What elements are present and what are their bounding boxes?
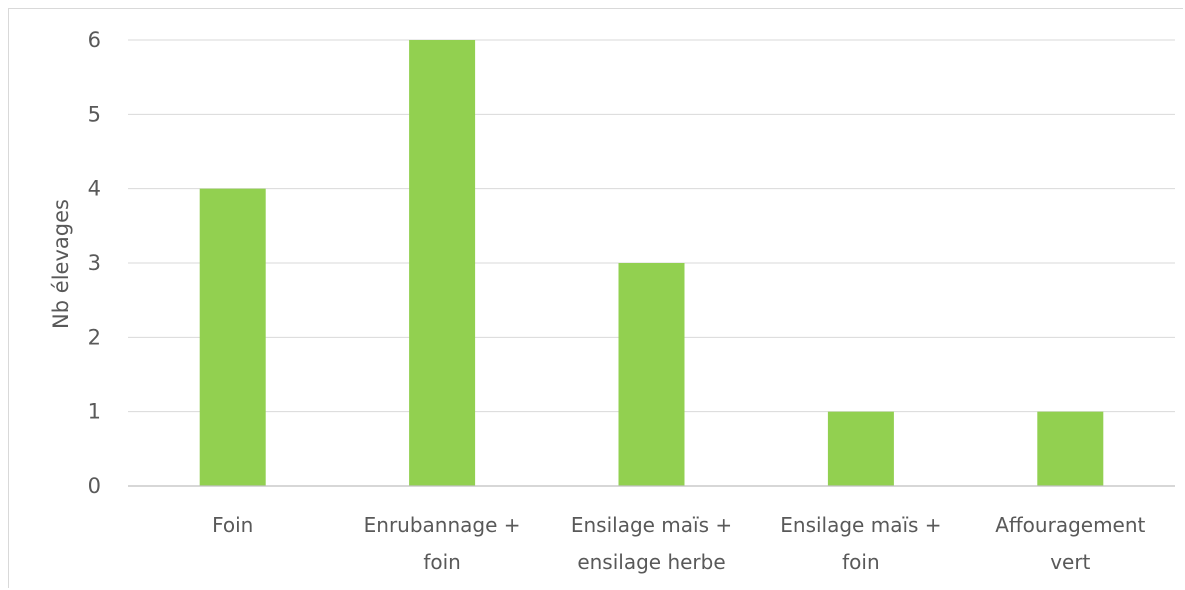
x-category-label: Enrubannage + foin [364, 513, 521, 574]
x-category-label: Foin [212, 513, 253, 537]
x-category-label: Ensilage maïs + ensilage herbe [571, 513, 732, 574]
x-category-label-line: vert [1050, 550, 1090, 574]
bar [618, 263, 685, 486]
bar [199, 188, 266, 486]
x-category-label-line: Foin [212, 513, 253, 537]
x-category-label: Ensilage maïs + foin [780, 513, 941, 574]
x-category-label-line: foin [842, 550, 880, 574]
chart-frame [8, 8, 1183, 588]
y-tick-label: 1 [88, 400, 101, 424]
x-category-label-line: Enrubannage + [364, 513, 521, 537]
x-category-label-line: Ensilage maïs + [571, 513, 732, 537]
x-category-label-line: foin [423, 550, 461, 574]
bar [409, 40, 476, 486]
x-category-label-line: ensilage herbe [577, 550, 725, 574]
y-tick-label: 5 [88, 102, 101, 126]
bar [827, 411, 894, 486]
bar [1037, 411, 1104, 486]
y-tick-label: 2 [88, 325, 101, 349]
x-category-label: Affouragement vert [995, 513, 1145, 574]
x-category-label-line: Ensilage maïs + [780, 513, 941, 537]
y-tick-label: 3 [88, 251, 101, 275]
y-tick-label: 6 [88, 28, 101, 52]
x-category-labels: Foin Enrubannage + foin Ensilage maïs + ensi… [212, 513, 1145, 574]
y-tick-labels: 0 1 2 3 4 5 6 [88, 28, 101, 498]
y-tick-label: 0 [88, 474, 101, 498]
y-tick-label: 4 [88, 177, 101, 201]
y-axis-title: Nb élevages [49, 199, 73, 329]
x-category-label-line: Affouragement [995, 513, 1145, 537]
bars [199, 40, 1104, 486]
